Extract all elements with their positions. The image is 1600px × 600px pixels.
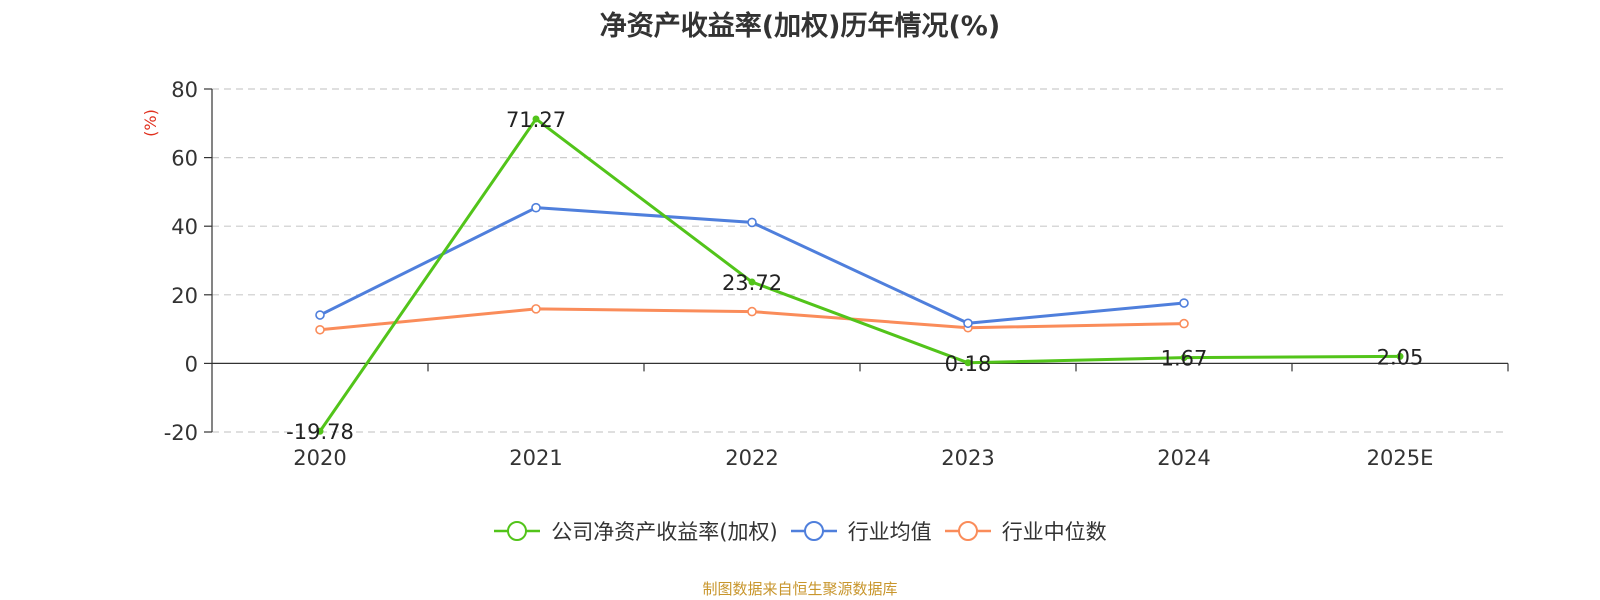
data-point	[316, 427, 324, 435]
x-tick-label: 2022	[725, 446, 778, 470]
y-tick-label: 20	[171, 284, 198, 308]
data-label: 23.72	[722, 271, 782, 295]
data-label-layer: -19.78 71.27 23.72 0.18 1.67 2.05	[286, 108, 1423, 444]
legend-item-2[interactable]: 行业中位数	[944, 516, 1107, 546]
y-tick-label: 60	[171, 147, 198, 171]
axis-layer: 80 60 40 20 0 -20 2020 2021 2022 2023 2024 2025E (%)	[141, 78, 1509, 470]
data-point	[531, 304, 541, 314]
y-tick-label: -20	[164, 421, 198, 445]
x-tick-label: 2023	[941, 446, 994, 470]
x-tick-label: 2020	[293, 446, 346, 470]
legend-swatch	[944, 521, 991, 541]
legend-item-0[interactable]: 公司净资产收益率(加权)	[493, 516, 778, 546]
legend-label: 行业均值	[847, 520, 932, 544]
y-tick-label: 40	[171, 215, 198, 239]
data-label: -19.78	[286, 420, 354, 444]
y-tick-label: 0	[185, 352, 198, 376]
series-line	[318, 117, 1401, 433]
data-point	[531, 202, 541, 213]
data-point	[747, 217, 757, 228]
legend-item-1[interactable]: 行业均值	[790, 516, 932, 546]
data-label: 1.67	[1161, 347, 1208, 371]
legend: 公司净资产收益率(加权) 行业均值 行业中位数	[0, 516, 1600, 546]
legend-label: 行业中位数	[1001, 520, 1107, 544]
series-0	[316, 115, 1404, 435]
data-point	[315, 310, 325, 320]
data-point	[532, 115, 540, 123]
series-2	[315, 304, 1189, 335]
x-tick-label: 2021	[509, 446, 562, 470]
data-point	[747, 306, 757, 317]
data-point	[1179, 318, 1189, 329]
series-layer	[315, 115, 1404, 435]
data-point	[1179, 298, 1189, 308]
data-label: 0.18	[945, 352, 992, 376]
data-point	[315, 324, 325, 335]
x-tick-label: 2024	[1157, 446, 1210, 470]
data-label: 71.27	[506, 108, 566, 132]
data-point	[1180, 354, 1188, 362]
y-tick-label: 80	[171, 78, 198, 102]
series-1	[315, 202, 1189, 329]
x-tick-label: 2025E	[1367, 446, 1434, 470]
chart-title: 净资产收益率(加权)历年情况(%)	[599, 11, 1001, 42]
data-point	[964, 359, 972, 367]
legend-swatch	[494, 521, 541, 541]
grid-layer	[212, 88, 1508, 433]
legend-swatch	[790, 521, 837, 541]
data-point	[1396, 352, 1404, 360]
source-note: 制图数据来自恒生聚源数据库	[702, 580, 898, 598]
legend-label: 公司净资产收益率(加权)	[551, 520, 778, 544]
data-point	[963, 318, 973, 329]
data-label: 2.05	[1377, 345, 1424, 369]
data-point	[748, 278, 756, 286]
y-axis-label: (%)	[141, 109, 160, 137]
